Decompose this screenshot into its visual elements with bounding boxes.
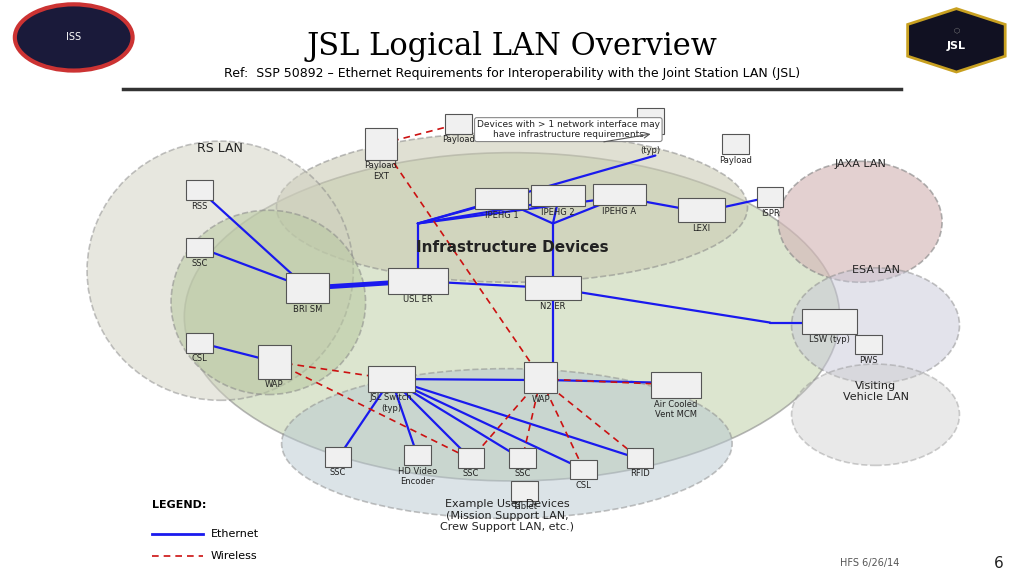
Text: Tablet: Tablet <box>512 502 537 511</box>
FancyBboxPatch shape <box>368 366 415 392</box>
Text: Example User Devices
(Mission Support LAN,
Crew Support LAN, etc.): Example User Devices (Mission Support LA… <box>440 499 573 532</box>
Text: N2 ER: N2 ER <box>541 302 565 311</box>
Text: Ethernet: Ethernet <box>211 529 259 539</box>
Text: Payload: Payload <box>719 156 752 165</box>
Text: WAP: WAP <box>531 395 550 404</box>
FancyBboxPatch shape <box>802 309 857 334</box>
FancyBboxPatch shape <box>509 448 536 468</box>
Ellipse shape <box>778 161 942 282</box>
Text: RFID: RFID <box>630 469 650 479</box>
FancyBboxPatch shape <box>365 128 397 160</box>
FancyBboxPatch shape <box>258 344 291 379</box>
FancyBboxPatch shape <box>186 238 213 257</box>
FancyBboxPatch shape <box>186 180 213 200</box>
Text: ISS: ISS <box>67 32 81 43</box>
Text: Ref:  SSP 50892 – Ethernet Requirements for Interoperability with the Joint Stat: Ref: SSP 50892 – Ethernet Requirements f… <box>224 67 800 80</box>
Text: IPEHG 2: IPEHG 2 <box>542 208 574 217</box>
Ellipse shape <box>14 4 133 70</box>
FancyBboxPatch shape <box>445 114 472 134</box>
FancyBboxPatch shape <box>404 445 431 465</box>
FancyBboxPatch shape <box>757 187 783 207</box>
FancyBboxPatch shape <box>651 372 701 398</box>
Ellipse shape <box>87 141 353 400</box>
FancyBboxPatch shape <box>524 362 557 393</box>
Text: Visiting
Vehicle LAN: Visiting Vehicle LAN <box>843 381 908 403</box>
Ellipse shape <box>276 132 748 282</box>
FancyBboxPatch shape <box>722 134 749 154</box>
Text: BRI SM: BRI SM <box>293 305 322 314</box>
Text: LEXI: LEXI <box>692 224 711 233</box>
Text: Wireless: Wireless <box>211 551 258 561</box>
FancyBboxPatch shape <box>525 276 581 300</box>
Text: JSL Switch
(typ): JSL Switch (typ) <box>370 393 413 413</box>
Text: PWS: PWS <box>859 356 878 365</box>
Text: HD Video
Encoder: HD Video Encoder <box>398 467 437 486</box>
FancyBboxPatch shape <box>475 188 528 209</box>
Text: SSC: SSC <box>330 468 346 478</box>
Text: CSL: CSL <box>575 481 592 490</box>
Text: ISPR
(typ): ISPR (typ) <box>640 135 660 155</box>
FancyBboxPatch shape <box>593 184 646 205</box>
Ellipse shape <box>282 369 732 518</box>
Text: IPEHG A: IPEHG A <box>602 207 637 216</box>
Text: ⬡: ⬡ <box>953 27 959 33</box>
Text: SSC: SSC <box>463 469 479 479</box>
Text: USL ER: USL ER <box>402 295 433 305</box>
FancyBboxPatch shape <box>855 335 882 354</box>
FancyBboxPatch shape <box>286 273 329 303</box>
FancyBboxPatch shape <box>637 108 664 134</box>
Text: CSL: CSL <box>191 354 208 363</box>
Text: RSS: RSS <box>191 202 208 211</box>
Text: IPEHG 1: IPEHG 1 <box>485 211 518 220</box>
Text: JSL: JSL <box>947 41 966 51</box>
Ellipse shape <box>792 364 959 465</box>
FancyBboxPatch shape <box>531 185 585 206</box>
Text: SSC: SSC <box>191 259 208 268</box>
Text: LEGEND:: LEGEND: <box>152 500 206 510</box>
FancyBboxPatch shape <box>627 448 653 468</box>
Text: RS LAN: RS LAN <box>198 142 243 155</box>
FancyBboxPatch shape <box>570 460 597 479</box>
Text: LSW (typ): LSW (typ) <box>809 335 850 344</box>
Text: ISPR: ISPR <box>761 209 779 218</box>
FancyBboxPatch shape <box>325 447 351 467</box>
Text: Air Cooled
Vent MCM: Air Cooled Vent MCM <box>654 400 697 419</box>
FancyBboxPatch shape <box>387 268 447 294</box>
Text: Infrastructure Devices: Infrastructure Devices <box>416 240 608 255</box>
Polygon shape <box>907 9 1006 72</box>
Text: Payload
EXT: Payload EXT <box>365 161 397 181</box>
Text: Payload LAN: Payload LAN <box>473 125 551 138</box>
Ellipse shape <box>792 268 959 383</box>
Text: 6: 6 <box>993 556 1004 571</box>
Ellipse shape <box>184 153 840 481</box>
FancyBboxPatch shape <box>678 198 725 222</box>
Text: ESA LAN: ESA LAN <box>852 264 899 275</box>
FancyBboxPatch shape <box>186 333 213 353</box>
Text: JAXA LAN: JAXA LAN <box>835 159 886 169</box>
Text: WAP: WAP <box>265 381 284 389</box>
Text: Devices with > 1 network interface may
have infrastructure requirements: Devices with > 1 network interface may h… <box>477 120 659 139</box>
Text: JSL Logical LAN Overview: JSL Logical LAN Overview <box>306 31 718 62</box>
Text: Payload: Payload <box>442 135 475 145</box>
FancyBboxPatch shape <box>511 481 538 501</box>
Ellipse shape <box>171 210 366 395</box>
FancyBboxPatch shape <box>458 448 484 468</box>
Text: HFS 6/26/14: HFS 6/26/14 <box>840 558 899 569</box>
Text: SSC: SSC <box>514 469 530 479</box>
